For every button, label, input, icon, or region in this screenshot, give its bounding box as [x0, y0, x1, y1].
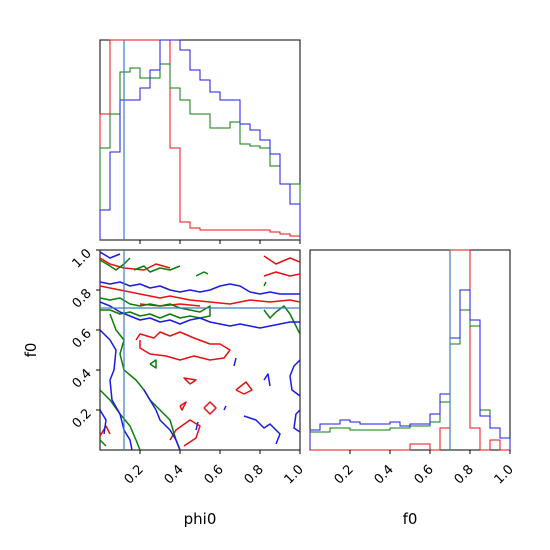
contour-blue — [100, 251, 121, 259]
contour-blue — [100, 281, 300, 295]
joint-contour-frame — [99, 249, 301, 451]
contour-red — [169, 419, 201, 447]
x-tick-label: 0.6 — [412, 462, 437, 487]
x-tick-label: 0.8 — [452, 462, 477, 487]
x-tick-label: 0.2 — [332, 462, 357, 487]
contour-blue — [100, 409, 107, 435]
x-tick-label: 0.4 — [372, 462, 397, 487]
y-tick-label: 0.2 — [70, 406, 95, 431]
contour-green — [100, 297, 211, 319]
y-tick-label: 0.4 — [70, 366, 95, 391]
hist-green-series — [309, 309, 511, 450]
contour-green — [109, 313, 181, 450]
contour-blue — [223, 405, 227, 411]
y-tick-label: 1.0 — [70, 246, 95, 271]
contour-blue — [289, 359, 300, 397]
hist-green-series — [99, 63, 301, 240]
y-tick-label: 0.8 — [70, 286, 95, 311]
x-tick-label: 1.0 — [282, 462, 307, 487]
contour-green — [100, 257, 131, 271]
hist-blue-series — [309, 289, 511, 450]
contour-green — [100, 439, 107, 447]
phi0-histogram-panel — [99, 39, 301, 244]
contour-blue — [293, 409, 300, 433]
contour-red — [263, 255, 300, 265]
contour-green — [133, 265, 181, 273]
contour-red — [179, 401, 187, 411]
contour-red — [100, 285, 300, 305]
x-tick-label: 0.2 — [122, 462, 147, 487]
contour-blue — [100, 329, 133, 450]
contour-green — [263, 281, 267, 287]
x-tick-label: 1.0 — [492, 462, 517, 487]
x-tick-label: 0.4 — [162, 462, 187, 487]
contour-blue — [263, 373, 271, 387]
contour-blue — [243, 415, 281, 445]
contour-red — [235, 381, 253, 395]
x-axis-label-f0: f0 — [403, 510, 418, 528]
x-tick-label: 0.6 — [202, 462, 227, 487]
contour-lines — [100, 251, 300, 450]
y-tick-label: 0.6 — [70, 326, 95, 351]
y-axis-label-f0: f0 — [22, 343, 40, 358]
contour-red — [203, 401, 217, 415]
contour-green — [195, 271, 209, 277]
x-tick-label: 0.8 — [242, 462, 267, 487]
x-axis-label-phi0: phi0 — [184, 510, 217, 528]
contour-red — [100, 425, 111, 437]
contour-red — [139, 303, 201, 307]
contour-blue — [100, 301, 300, 329]
contour-green — [263, 305, 300, 335]
contour-red — [135, 331, 231, 361]
contour-red — [183, 377, 197, 385]
hist-red-series — [99, 39, 301, 240]
contour-green — [149, 359, 157, 369]
contour-red — [263, 271, 300, 277]
contour-green — [100, 389, 141, 450]
contour-blue — [195, 421, 199, 431]
hist-blue-series — [99, 39, 301, 240]
joint-contour-panel: 0.2 0.4 0.6 0.8 1.0 0.2 0.4 0.6 0.8 1.0 — [70, 246, 307, 487]
contour-red — [100, 257, 171, 271]
f0-histogram-panel: 0.2 0.4 0.6 0.8 1.0 — [309, 249, 517, 487]
contour-blue — [233, 357, 237, 367]
contour-blue — [143, 389, 181, 450]
